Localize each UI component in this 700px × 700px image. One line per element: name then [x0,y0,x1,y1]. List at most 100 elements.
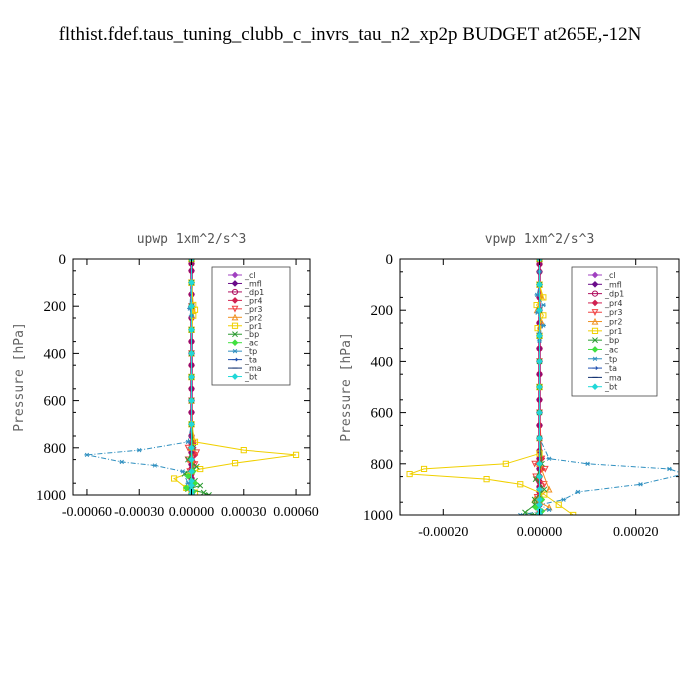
legend-marker [231,313,239,321]
legend-entry: _tp [228,347,257,356]
legend-entry: _ta [228,356,257,365]
x-tick-label: 0.00000 [169,505,215,520]
data-point [522,509,529,515]
data-point [555,501,562,508]
data-point [536,358,543,365]
legend-entry: _mfl [588,280,622,289]
legend-entry: _ta [588,364,617,373]
y-tick-label: 600 [371,406,394,422]
legend-entry: _pr3 [228,305,262,314]
data-point [502,460,509,467]
data-point [560,497,567,502]
legend-marker [591,317,599,325]
y-tick-label: 800 [371,457,394,473]
legend-marker [232,357,239,362]
legend-marker [232,331,238,338]
legend-label: _tp [244,347,257,356]
data-point [575,489,581,495]
legend-label: _ma [244,364,262,373]
data-point [188,456,195,463]
legend-label: _dp1 [604,290,624,299]
data-point [420,465,428,473]
legend-marker [591,281,599,288]
x-tick-label: -0.00060 [62,505,112,520]
panel-title: upwp 1xm^2/s^3 [137,232,247,247]
legend-label: _pr4 [244,296,262,305]
data-point [536,434,543,442]
data-point [540,481,548,488]
data-point [541,465,549,473]
y-axis-label: Pressure [hPa] [12,322,27,432]
legend-entry: _pr4 [588,299,622,308]
y-tick-label: 1000 [363,508,393,524]
data-point [546,456,552,461]
series-group [406,259,679,515]
legend-marker [592,356,598,361]
data-point [483,476,490,483]
legend-entry: _pr1 [588,327,622,336]
data-point [585,461,591,466]
x-tick-label: -0.00020 [418,525,468,540]
legend-entry: _ac [228,339,258,348]
data-point [637,482,644,487]
legend-entry: _ac [588,345,618,354]
data-point [231,460,239,467]
legend-box [571,266,658,397]
data-point [534,292,540,298]
data-point [170,475,178,482]
x-tick-label: 0.00020 [613,525,659,540]
y-tick-label: 600 [44,394,67,410]
legend-label: _ta [604,364,617,373]
legend-label: _bt [244,373,257,382]
legend-marker [231,339,239,346]
data-point [188,302,195,310]
data-point [188,397,195,404]
legend-entry: _ma [588,373,622,382]
legend-label: _mfl [244,279,262,288]
data-point [188,326,195,334]
legend-marker [232,348,238,354]
data-point [188,350,195,357]
legend-label: _pr2 [244,313,262,322]
legend-entry: _pr2 [588,318,622,327]
data-point [191,306,199,313]
data-point [188,468,195,475]
data-point [180,469,186,474]
x-tick-label: 0.00030 [221,505,267,520]
legend-entry: _pr2 [228,313,262,322]
legend-label: _bp [604,336,619,345]
legend-marker [591,383,599,390]
data-point [240,447,247,454]
data-point [570,511,577,515]
legend-entry: _mfl [228,279,262,288]
data-point [188,279,195,286]
y-tick-label: 1000 [36,488,66,504]
legend-marker [231,297,239,304]
legend-marker [231,322,239,329]
y-tick-label: 0 [59,252,67,268]
legend-label: _pr1 [244,322,262,331]
legend-entry: _pr1 [228,322,262,331]
data-point [119,459,125,465]
legend-label: _bp [244,330,259,339]
panel-2: vpwp 1xm^2/s^3 Pressure [hPa] 0 200 400 600 80… [339,232,680,540]
legend-entry: _cl [228,271,256,280]
data-point [536,306,543,314]
main-title: flthist.fdef.taus_tuning_clubb_c_invrs_t… [59,24,642,45]
panel-title: vpwp 1xm^2/s^3 [485,232,595,247]
legend-entry: _bp [228,330,259,339]
legend-marker [592,366,599,371]
data-point [185,439,191,445]
legend-label: _pr3 [244,305,262,314]
legend-marker [591,327,599,334]
legend-label: _pr2 [604,318,622,327]
data-point [536,409,543,416]
data-point [188,444,195,452]
panels: upwp 1xm^2/s^3 Pressure [hPa] 0 200 400 600 80… [12,232,680,540]
series-line [173,259,297,495]
legend-entry: _cl [588,271,616,280]
legend-label: _ma [604,373,622,382]
legend-entry: _dp1 [228,288,264,297]
legend: _cl_mfl_dp1_pr4_pr3_pr2_pr1_bp_ac_tp_ta_… [571,266,658,397]
legend-marker [591,346,599,353]
